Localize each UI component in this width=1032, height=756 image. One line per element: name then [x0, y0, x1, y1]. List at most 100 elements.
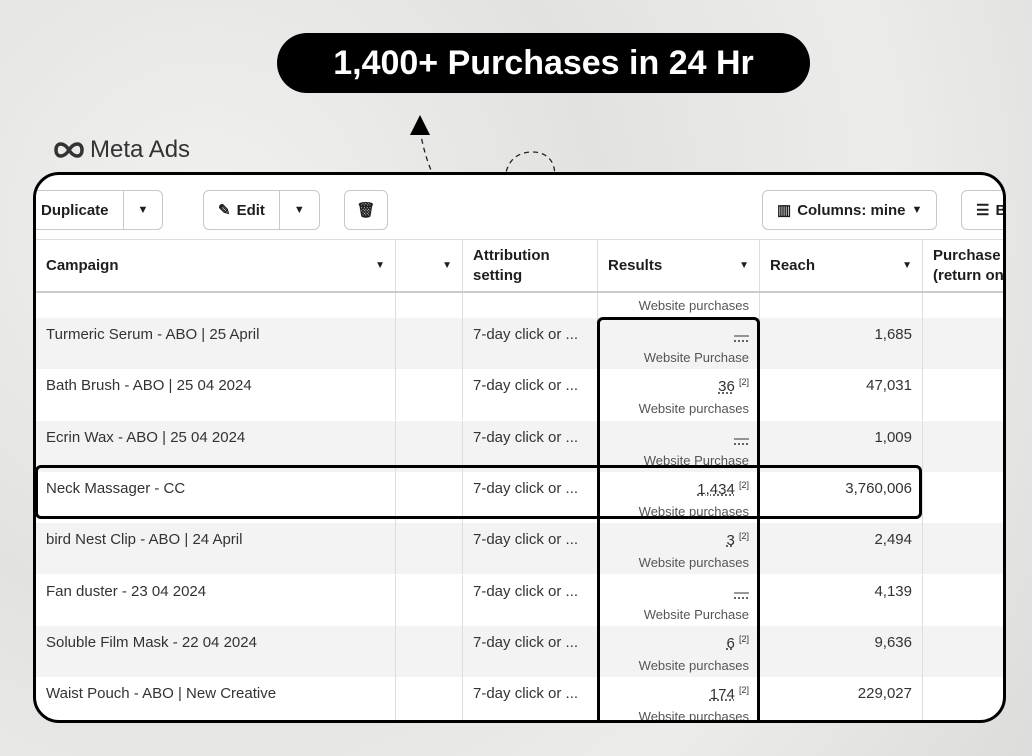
breakdown-button[interactable]: ☰ B: [961, 190, 1006, 230]
results-value[interactable]: —: [734, 583, 749, 601]
ads-manager-panel: Duplicate ▼ ✎ Edit ▼ 🗑 ▥ Columns: mine ▼ ☰ B…: [33, 172, 1006, 723]
caret-down-icon: ▼: [442, 260, 452, 271]
meta-infinity-icon: [54, 142, 84, 158]
caret-down-icon: ▼: [739, 260, 749, 271]
attribution-setting: 7-day click or ...: [473, 479, 579, 497]
edit-label: Edit: [236, 201, 265, 219]
header-label: Reach: [770, 257, 816, 274]
results-value[interactable]: 1,434: [697, 480, 735, 498]
header-results[interactable]: Results ▼: [598, 240, 760, 291]
reach-value: 1,685: [874, 326, 912, 343]
pencil-icon: ✎: [218, 202, 231, 219]
header-label: Purchase: [933, 247, 1001, 264]
results-label: Website purchases: [638, 555, 749, 571]
duplicate-button[interactable]: Duplicate: [36, 191, 123, 229]
caret-down-icon: ▼: [137, 204, 149, 216]
results-value[interactable]: 3: [726, 532, 735, 550]
campaign-name[interactable]: Soluble Film Mask - 22 04 2024: [46, 633, 257, 651]
table-row[interactable]: Waist Pouch - ABO | New Creative 7-day c…: [36, 677, 1003, 723]
logo-text: Meta Ads: [90, 136, 191, 163]
results-value[interactable]: 6: [726, 634, 735, 652]
attribution-setting: 7-day click or ...: [473, 582, 579, 600]
attribution-setting: 7-day click or ...: [473, 685, 579, 703]
delete-button[interactable]: 🗑: [344, 190, 388, 230]
table-row[interactable]: Ecrin Wax - ABO | 25 04 2024 7-day click…: [36, 420, 1003, 472]
edit-button-group: ✎ Edit ▼: [203, 190, 320, 230]
header-campaign[interactable]: Campaign ▼: [36, 240, 396, 291]
table-row[interactable]: Soluble Film Mask - 22 04 2024 7-day cli…: [36, 625, 1003, 677]
neck-massager-highlight: [36, 465, 922, 519]
attribution-setting: 7-day click or ...: [473, 531, 579, 549]
headline-banner: 1,400+ Purchases in 24 Hr: [277, 33, 810, 93]
results-label: Website Purchase: [643, 606, 749, 622]
reach-value: 2,494: [874, 531, 912, 549]
footnote: [2]: [738, 377, 749, 388]
results-label: Website purchases: [638, 657, 749, 673]
table-row[interactable]: bird Nest Clip - ABO | 24 April 7-day cl…: [36, 523, 1003, 575]
header-label: (return on: [933, 266, 1004, 284]
campaign-name[interactable]: Bath Brush - ABO | 25 04 2024: [46, 377, 252, 395]
campaign-name[interactable]: Neck Massager - CC: [46, 479, 186, 497]
footnote: [2]: [738, 633, 749, 644]
edit-dropdown[interactable]: ▼: [278, 191, 319, 229]
duplicate-label: Duplicate: [41, 201, 109, 219]
footnote: [2]: [738, 685, 749, 696]
caret-down-icon: ▼: [375, 260, 385, 271]
columns-icon: ▥: [777, 202, 792, 219]
attribution-setting: 7-day click or ...: [473, 428, 579, 446]
campaign-name[interactable]: Turmeric Serum - ABO | 25 April: [46, 326, 260, 343]
results-label: Website purchases: [638, 401, 749, 417]
header-attribution[interactable]: Attribution setting: [463, 240, 598, 291]
attribution-setting: 7-day click or ...: [473, 377, 579, 395]
results-value[interactable]: 174: [709, 686, 735, 704]
results-highlight: [597, 317, 760, 720]
attribution-setting: 7-day click or ...: [473, 633, 579, 651]
meta-ads-logo: Meta Ads: [52, 136, 190, 164]
edit-button[interactable]: ✎ Edit: [204, 191, 279, 229]
summary-row: Website purchases: [36, 293, 1003, 318]
campaign-name[interactable]: Fan duster - 23 04 2024: [46, 582, 207, 600]
results-label: Website purchases: [638, 503, 749, 519]
results-value[interactable]: —: [734, 429, 749, 447]
header-label: Campaign: [46, 257, 119, 274]
results-label: Website Purchase: [643, 350, 749, 365]
results-value[interactable]: —: [734, 327, 749, 344]
header-reach[interactable]: Reach ▼: [760, 240, 923, 291]
campaign-name[interactable]: Ecrin Wax - ABO | 25 04 2024: [46, 428, 246, 446]
attribution-setting: 7-day click or ...: [473, 326, 579, 343]
table-row[interactable]: Bath Brush - ABO | 25 04 2024 7-day clic…: [36, 369, 1003, 421]
breakdown-label: B: [995, 201, 1006, 219]
reach-value: 229,027: [857, 685, 912, 703]
table-row[interactable]: Turmeric Serum - ABO | 25 April 7-day cl…: [36, 318, 1003, 369]
breakdown-icon: ☰: [976, 202, 990, 219]
caret-down-icon: ▼: [293, 204, 305, 216]
reach-value: 1,009: [874, 428, 912, 446]
dashed-arrow: [410, 115, 626, 250]
header-label: Results: [608, 257, 663, 274]
trash-icon: 🗑: [356, 202, 376, 219]
duplicate-dropdown[interactable]: ▼: [122, 191, 163, 229]
footnote: [2]: [738, 531, 749, 542]
columns-label: Columns: mine: [797, 201, 906, 219]
results-label: Website Purchase: [643, 452, 749, 468]
results-label: Website purchases: [638, 709, 749, 723]
duplicate-button-group: Duplicate ▼: [36, 190, 164, 230]
header-label: setting: [473, 266, 523, 284]
reach-value: 9,636: [874, 633, 912, 651]
footnote: [2]: [738, 479, 749, 490]
reach-value: 3,760,006: [845, 479, 912, 497]
results-value[interactable]: 36: [718, 378, 735, 396]
reach-value: 47,031: [866, 377, 912, 395]
table-header: Campaign ▼ ▼ Attribution setting Results ▼ …: [36, 239, 1003, 293]
campaign-name[interactable]: Waist Pouch - ABO | New Creative: [46, 685, 277, 703]
reach-value: 4,139: [874, 582, 912, 600]
header-blank[interactable]: ▼: [396, 240, 463, 291]
results-subheader: Website purchases: [638, 298, 749, 313]
table-row[interactable]: Neck Massager - CC 7-day click or ... 1,…: [36, 471, 1003, 523]
caret-down-icon: ▼: [902, 260, 912, 271]
table-row[interactable]: Fan duster - 23 04 2024 7-day click or .…: [36, 574, 1003, 626]
campaign-name[interactable]: bird Nest Clip - ABO | 24 April: [46, 531, 243, 549]
caret-down-icon: ▼: [911, 204, 923, 216]
columns-button[interactable]: ▥ Columns: mine ▼: [762, 190, 938, 230]
header-purchase-roas[interactable]: Purchase (return on: [923, 240, 1004, 291]
